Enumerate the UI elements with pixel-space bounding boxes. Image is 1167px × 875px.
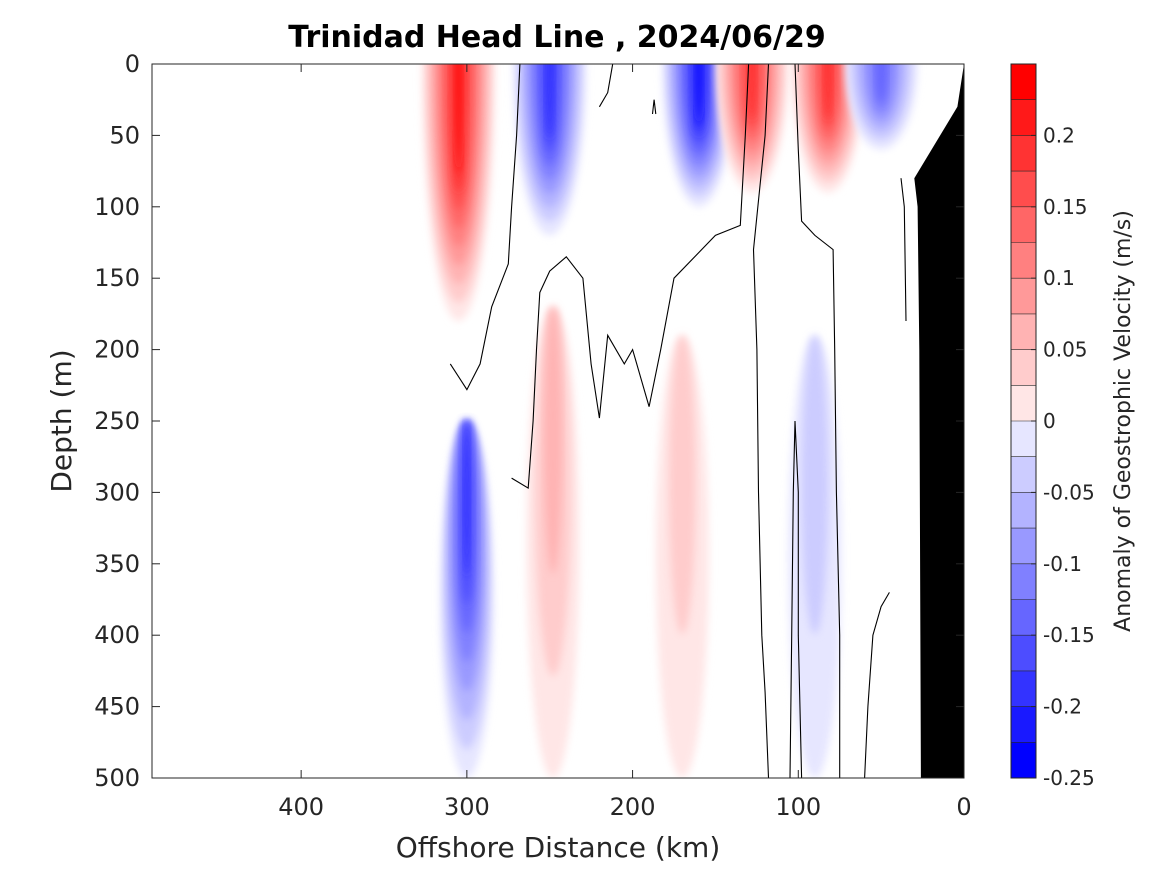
anomaly-negative-1 bbox=[513, 64, 587, 236]
anomaly-level bbox=[463, 421, 471, 575]
x-axis-label: Offshore Distance (km) bbox=[396, 831, 721, 864]
colorbar-tick-label: 0 bbox=[1043, 409, 1056, 433]
y-tick-label: 500 bbox=[94, 764, 140, 792]
chart-title: Trinidad Head Line , 2024/06/29 bbox=[288, 20, 825, 55]
colorbar-segment bbox=[1011, 313, 1036, 351]
colorbar-segment bbox=[1011, 206, 1036, 243]
colorbar-segment bbox=[1011, 670, 1036, 708]
velocity-field bbox=[422, 64, 918, 778]
colorbar-segment bbox=[1011, 385, 1036, 422]
colorbar-tick-label: 0.05 bbox=[1043, 338, 1088, 362]
zero-contours bbox=[449, 64, 907, 778]
colorbar-segment bbox=[1011, 456, 1036, 493]
colorbar-segment bbox=[1011, 349, 1036, 386]
colorbar-segment bbox=[1011, 242, 1036, 279]
colorbar-segment bbox=[1011, 99, 1036, 136]
colorbar-segment bbox=[1011, 599, 1036, 636]
colorbar-tick-label: -0.25 bbox=[1043, 766, 1095, 790]
colorbar-segment bbox=[1011, 421, 1036, 458]
colorbar-segment bbox=[1011, 171, 1036, 208]
x-tick-label: 100 bbox=[775, 793, 821, 821]
colorbar-segment bbox=[1011, 563, 1036, 600]
x-tick-label: 300 bbox=[444, 793, 490, 821]
y-tick-label: 50 bbox=[109, 121, 140, 149]
y-axis-label: Depth (m) bbox=[45, 349, 78, 492]
zero-contour-line bbox=[598, 64, 614, 108]
colorbar: 0.2 0.15 0.1 0.05 0 -0.05 -0.1 -0.15 -0.2 -0.25 bbox=[1010, 63, 1095, 790]
zero-contour-line bbox=[449, 64, 521, 391]
anomaly-level bbox=[694, 64, 703, 125]
colorbar-tick-label: 0.15 bbox=[1043, 195, 1088, 219]
anomaly-level bbox=[669, 335, 696, 635]
zero-contour-line bbox=[794, 64, 841, 778]
y-tick-label: 400 bbox=[94, 621, 140, 649]
x-tick-label: 200 bbox=[610, 793, 656, 821]
zero-contour-line bbox=[789, 420, 803, 778]
zero-contour-line bbox=[651, 99, 657, 115]
colorbar-segment bbox=[1011, 528, 1036, 565]
anomaly-level bbox=[823, 64, 833, 120]
colorbar-segment bbox=[1011, 64, 1036, 101]
anomaly-negative-6 bbox=[440, 420, 494, 778]
x-tick-label: 0 bbox=[956, 793, 971, 821]
colorbar-tick-label: 0.2 bbox=[1043, 123, 1075, 147]
y-tick-label: 100 bbox=[94, 193, 140, 221]
y-tick-label: 0 bbox=[125, 50, 140, 78]
anomaly-positive-7 bbox=[526, 306, 580, 778]
colorbar-segment bbox=[1011, 492, 1036, 529]
anomaly-positive-3 bbox=[715, 64, 789, 193]
anomaly-level bbox=[454, 64, 463, 173]
anomaly-level bbox=[545, 64, 555, 138]
y-tick-label: 250 bbox=[94, 407, 140, 435]
x-tick-label: 400 bbox=[278, 793, 324, 821]
colorbar-tick-label: -0.2 bbox=[1043, 695, 1082, 719]
anomaly-level bbox=[544, 306, 562, 574]
zero-contour-line bbox=[511, 64, 750, 490]
anomaly-negative-9 bbox=[788, 335, 842, 778]
y-tick-label: 450 bbox=[94, 693, 140, 721]
y-tick-label: 300 bbox=[94, 478, 140, 506]
x-axis: 400 300 200 100 0 bbox=[278, 64, 972, 821]
y-axis: 0 50 100 150 200 250 300 350 400 450 500 bbox=[94, 50, 964, 792]
colorbar-tick-label: 0.1 bbox=[1043, 266, 1075, 290]
colorbar-label: Anomaly of Geostrophic Velocity (m/s) bbox=[1111, 210, 1136, 632]
anomaly-positive-8 bbox=[655, 335, 709, 778]
anomaly-level bbox=[801, 335, 829, 635]
anomaly-positive-0 bbox=[422, 64, 496, 321]
anomaly-positive-4 bbox=[791, 64, 865, 193]
bathymetry-mask bbox=[914, 64, 964, 778]
anomaly-negative-5 bbox=[844, 64, 918, 150]
colorbar-segment bbox=[1011, 278, 1036, 315]
y-tick-label: 350 bbox=[94, 550, 140, 578]
zero-contour-line bbox=[900, 178, 907, 322]
colorbar-tick-label: -0.15 bbox=[1043, 623, 1095, 647]
anomaly-level bbox=[747, 64, 757, 120]
zero-contour-line bbox=[752, 64, 770, 778]
zero-contour-line bbox=[864, 592, 890, 778]
colorbar-tick-label: -0.1 bbox=[1043, 552, 1082, 576]
colorbar-segment bbox=[1011, 135, 1036, 172]
y-tick-label: 200 bbox=[94, 336, 140, 364]
colorbar-segment bbox=[1011, 742, 1036, 779]
colorbar-tick-label: -0.05 bbox=[1043, 480, 1095, 504]
colorbar-segment bbox=[1011, 706, 1036, 743]
colorbar-segment bbox=[1011, 635, 1036, 672]
y-tick-label: 150 bbox=[94, 264, 140, 292]
anomaly-level bbox=[875, 64, 888, 104]
